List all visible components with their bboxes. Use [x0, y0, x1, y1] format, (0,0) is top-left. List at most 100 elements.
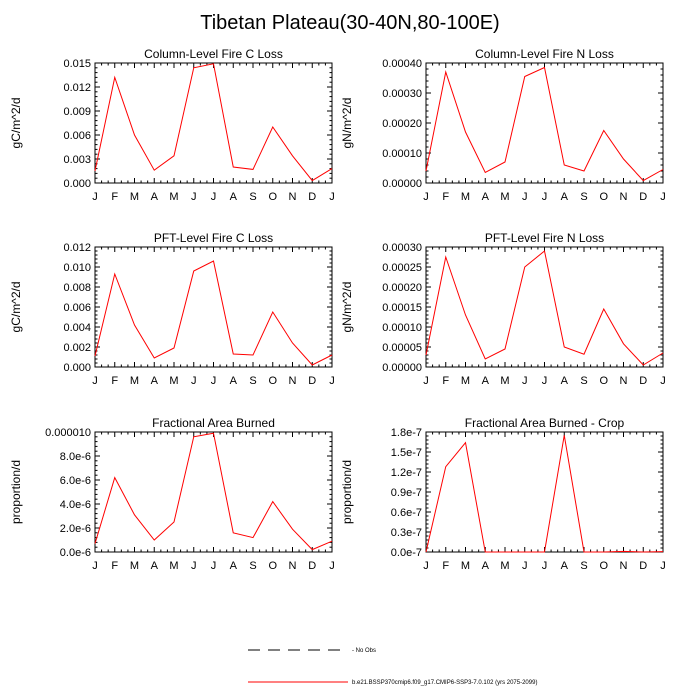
x-tick-label: N — [620, 191, 628, 203]
x-tick-label: S — [580, 560, 587, 572]
x-tick-label: N — [289, 375, 297, 387]
x-tick-label: D — [308, 560, 316, 572]
plot-frame — [425, 62, 664, 184]
y-tick-label: 0.6e-7 — [391, 507, 422, 519]
y-tick-label: 0.00000 — [382, 178, 422, 190]
panel-title: Column-Level Fire N Loss — [475, 47, 614, 61]
x-tick-label: D — [308, 375, 316, 387]
x-tick-label: A — [230, 375, 238, 387]
x-tick-label: M — [169, 560, 178, 572]
x-tick-label: M — [169, 191, 178, 203]
y-tick-label: 0.00020 — [382, 282, 422, 294]
x-tick-label: A — [561, 375, 569, 387]
y-axis-label: gC/m^2/d — [9, 98, 23, 149]
y-tick-label: 0.006 — [63, 302, 91, 314]
x-tick-label: A — [151, 191, 159, 203]
y-tick-label: 0.004 — [63, 322, 91, 334]
y-tick-label: 0.00000 — [382, 362, 422, 374]
x-tick-label: J — [211, 375, 217, 387]
panel-title: PFT-Level Fire N Loss — [485, 231, 604, 245]
x-tick-label: D — [639, 560, 647, 572]
x-tick-label: M — [500, 375, 509, 387]
plot-frame — [94, 246, 333, 368]
x-tick-label: M — [461, 560, 470, 572]
x-tick-label: J — [423, 191, 429, 203]
x-tick-label: J — [191, 560, 197, 572]
y-tick-label: 0.000010 — [45, 427, 91, 439]
x-tick-label: J — [522, 191, 528, 203]
plot-frame — [425, 431, 664, 553]
panel-title: PFT-Level Fire C Loss — [154, 231, 273, 245]
x-tick-label: A — [151, 375, 159, 387]
x-tick-label: D — [639, 191, 647, 203]
x-tick-label: M — [500, 560, 509, 572]
x-tick-label: J — [660, 191, 666, 203]
y-tick-label: 0.00010 — [382, 322, 422, 334]
panel-title: Fractional Area Burned — [152, 416, 275, 430]
x-tick-label: O — [268, 375, 277, 387]
x-tick-label: J — [542, 375, 548, 387]
x-tick-label: J — [423, 560, 429, 572]
y-tick-label: 0.00025 — [382, 262, 422, 274]
y-axis-label: proportion/d — [340, 460, 354, 524]
series-line — [425, 435, 664, 553]
y-tick-label: 0.00040 — [382, 58, 422, 70]
y-tick-label: 6.0e-6 — [60, 475, 91, 487]
chart-panel-6: Fractional Area Burned - Crop proportion/… — [340, 416, 666, 572]
x-tick-label: F — [111, 191, 118, 203]
y-tick-label: 0.3e-7 — [391, 527, 422, 539]
x-tick-label: F — [442, 560, 449, 572]
x-tick-label: J — [660, 560, 666, 572]
legend: - No Obs b.e21.BSSP370cmip6.f09_g17.CMIP6… — [248, 648, 537, 686]
y-tick-label: 4.0e-6 — [60, 499, 91, 511]
x-tick-label: J — [329, 191, 335, 203]
x-tick-label: O — [268, 191, 277, 203]
y-tick-label: 1.8e-7 — [391, 427, 422, 439]
y-tick-label: 0.009 — [63, 106, 91, 118]
y-tick-label: 2.0e-6 — [60, 523, 91, 535]
x-tick-label: M — [461, 191, 470, 203]
y-tick-label: 8.0e-6 — [60, 451, 91, 463]
x-tick-label: A — [561, 191, 569, 203]
y-tick-label: 1.5e-7 — [391, 447, 422, 459]
x-tick-label: M — [130, 191, 139, 203]
x-tick-label: J — [522, 375, 528, 387]
x-tick-label: A — [482, 191, 490, 203]
x-tick-label: J — [191, 375, 197, 387]
series-line — [425, 66, 664, 182]
x-tick-label: A — [230, 560, 238, 572]
x-tick-label: J — [211, 560, 217, 572]
x-tick-label: S — [580, 191, 587, 203]
x-tick-label: J — [92, 375, 98, 387]
x-tick-label: N — [289, 560, 297, 572]
y-tick-label: 0.002 — [63, 342, 91, 354]
x-tick-label: S — [249, 375, 256, 387]
series-line — [94, 432, 333, 551]
legend-label-model: b.e21.BSSP370cmip6.f09_g17.CMIP6-SSP3-7.… — [352, 680, 537, 686]
x-tick-label: S — [580, 375, 587, 387]
y-tick-label: 0.003 — [63, 154, 91, 166]
x-tick-label: O — [599, 560, 608, 572]
y-tick-label: 0.012 — [63, 242, 91, 254]
y-tick-label: 0.000 — [63, 362, 91, 374]
legend-label-no-obs: - No Obs — [352, 648, 376, 654]
y-axis-label: gC/m^2/d — [9, 282, 23, 333]
panel-title: Column-Level Fire C Loss — [144, 47, 283, 61]
x-tick-label: D — [308, 191, 316, 203]
y-axis-label: gN/m^2/d — [340, 98, 354, 149]
x-tick-label: A — [482, 560, 490, 572]
x-tick-label: N — [289, 191, 297, 203]
x-tick-label: A — [561, 560, 569, 572]
x-tick-label: A — [151, 560, 159, 572]
y-axis-label: gN/m^2/d — [340, 282, 354, 333]
y-tick-label: 0.010 — [63, 262, 91, 274]
y-tick-label: 0.00010 — [382, 148, 422, 160]
x-tick-label: J — [329, 560, 335, 572]
y-tick-label: 0.00020 — [382, 118, 422, 130]
x-tick-label: F — [442, 375, 449, 387]
x-tick-label: M — [130, 375, 139, 387]
x-tick-label: O — [599, 191, 608, 203]
y-tick-label: 0.00005 — [382, 342, 422, 354]
